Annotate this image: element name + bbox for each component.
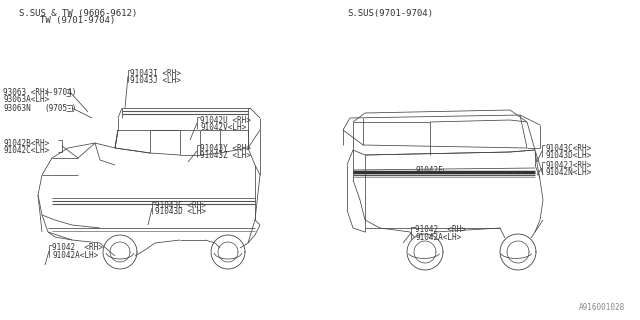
Text: 91042C<LH>: 91042C<LH> <box>3 146 49 155</box>
Text: 91043Z <LH>: 91043Z <LH> <box>200 150 251 159</box>
Text: 91042N<LH>: 91042N<LH> <box>545 167 591 177</box>
Text: 91043Y <RH>: 91043Y <RH> <box>200 143 251 153</box>
Text: A916001028: A916001028 <box>579 303 625 313</box>
Text: 91043D<LH>: 91043D<LH> <box>545 150 591 159</box>
Text: 91042A<LH>: 91042A<LH> <box>52 251 99 260</box>
Text: 91042F: 91042F <box>415 165 443 174</box>
Text: 91042V<LH>: 91042V<LH> <box>200 123 246 132</box>
Text: (9705-): (9705-) <box>44 103 76 113</box>
Text: S.SUS(9701-9704): S.SUS(9701-9704) <box>347 9 433 18</box>
Text: 91043I <RH>: 91043I <RH> <box>130 68 181 77</box>
Text: 91042  <RH>: 91042 <RH> <box>52 244 103 252</box>
Text: 93063 <RH>: 93063 <RH> <box>3 87 49 97</box>
Text: 91042A<LH>: 91042A<LH> <box>415 233 461 242</box>
Text: 93063A<LH>: 93063A<LH> <box>3 94 49 103</box>
Text: 91043C<RH>: 91043C<RH> <box>545 143 591 153</box>
Text: 91043D <LH>: 91043D <LH> <box>155 207 206 217</box>
Text: 91043C <RH>: 91043C <RH> <box>155 201 206 210</box>
Text: 93063N: 93063N <box>3 103 31 113</box>
Text: 91042J<RH>: 91042J<RH> <box>545 161 591 170</box>
Text: S.SUS & TW (9606-9612): S.SUS & TW (9606-9612) <box>19 9 137 18</box>
Text: (-9704): (-9704) <box>44 87 76 97</box>
Text: 91042B<RH>: 91042B<RH> <box>3 139 49 148</box>
Text: 91043J <LH>: 91043J <LH> <box>130 76 181 84</box>
Text: TW (9701-9704): TW (9701-9704) <box>40 16 116 25</box>
Text: 91042U <RH>: 91042U <RH> <box>200 116 251 124</box>
Text: 91042  <RH>: 91042 <RH> <box>415 226 466 235</box>
